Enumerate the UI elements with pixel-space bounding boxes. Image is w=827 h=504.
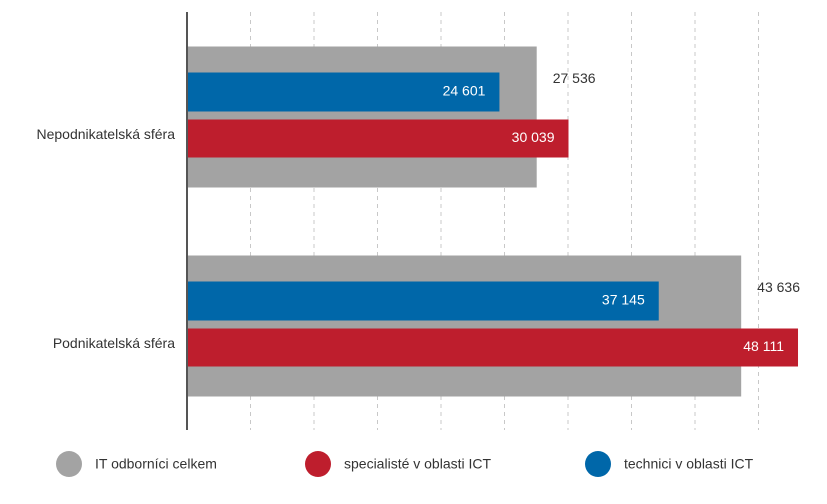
legend-marker (585, 451, 611, 477)
value-label: 30 039 (512, 129, 555, 145)
legend-marker (305, 451, 331, 477)
bar (187, 119, 569, 158)
bar (187, 255, 742, 397)
legend-label: technici v oblasti ICT (624, 456, 754, 472)
legend-marker (56, 451, 82, 477)
value-label: 24 601 (443, 83, 486, 99)
category-label: Nepodnikatelská sféra (36, 126, 175, 142)
bar (187, 46, 537, 188)
value-label: 27 536 (553, 70, 596, 86)
bar (187, 281, 659, 321)
value-label: 37 145 (602, 292, 645, 308)
legend-label: specialisté v oblasti ICT (344, 456, 492, 472)
value-label: 43 636 (757, 279, 800, 295)
legend-label: IT odborníci celkem (95, 456, 217, 472)
bar (187, 72, 500, 112)
value-label: 48 111 (743, 338, 784, 354)
bar (187, 328, 799, 367)
category-label: Podnikatelská sféra (53, 335, 175, 351)
